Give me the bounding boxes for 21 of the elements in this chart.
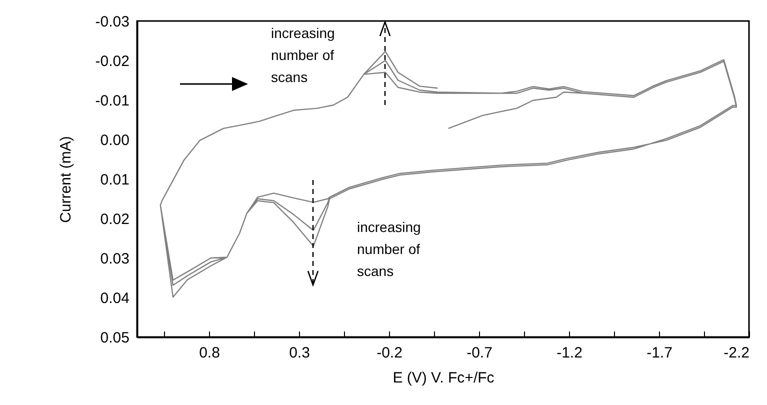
annotation: increasing number of scans [357, 219, 421, 279]
x-tick-label: 0.8 [199, 344, 220, 362]
y-tick-label: 0.02 [100, 211, 130, 228]
annotation: increasing number of scans [271, 25, 335, 85]
x-tick-label: -1.2 [556, 344, 582, 362]
y-tick-label: 0.00 [100, 132, 130, 149]
y-tick-label: 0.03 [100, 250, 130, 268]
y-tick-label: 0.01 [100, 172, 130, 188]
x-axis-title: E (V) V. Fc+/Fc [392, 370, 495, 386]
y-tick-label: -0.02 [95, 53, 130, 70]
x-tick-label: -0.2 [376, 344, 402, 362]
line-series [160, 50, 737, 298]
y-tick-label: 0.05 [100, 330, 130, 346]
x-tick-label: -0.7 [466, 344, 492, 362]
x-tick-label: 0.3 [289, 344, 310, 362]
y-tick-label: -0.01 [95, 92, 130, 110]
y-axis-title: Current (mA) [57, 136, 74, 223]
y-tick-label: -0.03 [95, 14, 130, 30]
x-tick-label: -1.7 [646, 344, 672, 362]
y-tick-label: 0.04 [100, 290, 130, 307]
x-tick-label: -2.2 [724, 344, 750, 362]
